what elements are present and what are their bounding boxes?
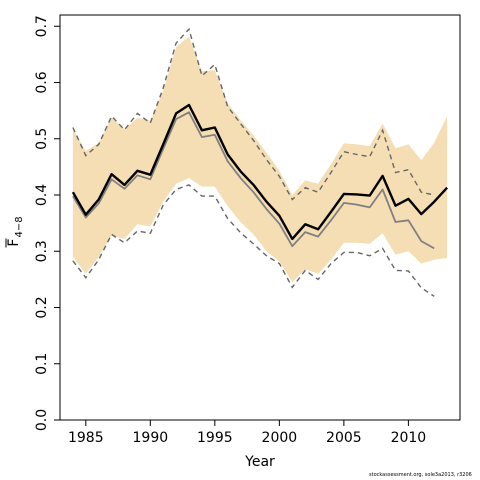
- x-tick-label: 1990: [133, 430, 169, 446]
- confidence-band-layer: [72, 36, 448, 283]
- y-tick-label: 0.7: [34, 15, 50, 37]
- series-line-layer: [71, 27, 448, 297]
- y-axis-label-main: F: [6, 239, 22, 247]
- y-tick-label: 0.5: [34, 128, 50, 150]
- y-axis: 0.0 0.1 0.2 0.3 0.4 0.5 0.6 0.7: [34, 15, 60, 431]
- y-tick-label: 0.4: [34, 184, 50, 206]
- x-axis-label: Year: [244, 454, 275, 470]
- x-tick-label: 2010: [391, 430, 427, 446]
- previous-lower-bound-line: [72, 184, 435, 297]
- y-tick-label: 0.3: [34, 240, 50, 262]
- y-tick-label: 0.2: [34, 296, 50, 318]
- x-tick-label: 2005: [326, 430, 362, 446]
- credit-text: stockassessment.org, sole3a2013, r3206: [369, 472, 472, 478]
- x-tick-label: 2000: [262, 430, 298, 446]
- estimate-line: [71, 103, 448, 241]
- y-tick-label: 0.6: [34, 71, 50, 93]
- plot-frame: [59, 14, 461, 421]
- x-axis: 1985 1990 1995 2000 2005 2010: [68, 420, 426, 446]
- y-axis-label-text: F 4−8: [6, 216, 25, 246]
- previous-estimate-line: [72, 111, 435, 250]
- previous-upper-bound-line: [72, 27, 435, 201]
- y-tick-label: 0.0: [34, 409, 50, 431]
- x-tick-label: 1985: [68, 430, 104, 446]
- y-axis-label: F 4−8: [5, 216, 25, 248]
- confidence-band: [72, 36, 448, 283]
- y-tick-label: 0.1: [34, 353, 50, 375]
- y-axis-label-subscript: 4−8: [14, 216, 25, 237]
- x-tick-label: 1995: [197, 430, 233, 446]
